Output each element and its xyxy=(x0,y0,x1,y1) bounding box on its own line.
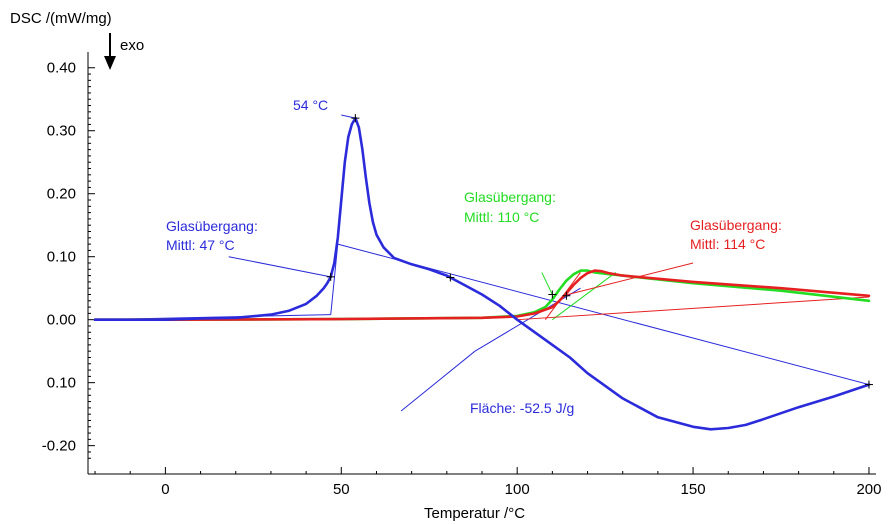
tick-labels: 0 50 100 150 200 0.40 0.30 0.20 0.10 0.00 0.10 -0.2… xyxy=(42,60,882,498)
green-glass-annotation-title: Glasübergang: xyxy=(464,189,556,205)
green-step-tangent xyxy=(552,272,616,321)
blue-glass-annotation-title: Glasübergang: xyxy=(166,218,258,234)
marker-plus-icon xyxy=(351,114,360,123)
y-tick-label: -0.20 xyxy=(42,438,76,455)
red-baseline-tangent xyxy=(517,296,869,321)
marker-plus-icon xyxy=(446,273,455,282)
exo-arrow-icon xyxy=(104,33,116,70)
blue-peak-leader xyxy=(341,114,356,119)
blue-dsc-curve xyxy=(93,116,871,431)
green-glass-leader xyxy=(541,272,553,295)
y-tick-label: 0.00 xyxy=(47,312,76,329)
green-glass-annotation-value: Mittl: 110 °C xyxy=(464,209,539,225)
x-axis-title: Temperatur /°C xyxy=(424,505,525,522)
blue-area-leader-upper xyxy=(474,287,581,352)
x-tick-label: 200 xyxy=(856,481,881,498)
marker-plus-icon xyxy=(326,272,335,281)
y-tick-label: 0.40 xyxy=(47,60,76,77)
red-glass-annotation-value: Mittl: 114 °C xyxy=(690,236,765,252)
y-axis-title: DSC /(mW/mg) xyxy=(10,10,112,27)
data-series xyxy=(93,116,871,431)
construction-lines xyxy=(95,114,870,412)
red-glass-annotation-title: Glasübergang: xyxy=(690,217,782,233)
x-tick-label: 50 xyxy=(333,481,350,498)
y-tick-label: 0.10 xyxy=(47,375,76,392)
peak-annotation: 54 °C xyxy=(293,97,328,113)
x-tick-label: 0 xyxy=(161,481,169,498)
y-tick-label: 0.30 xyxy=(47,123,76,140)
curve-markers xyxy=(326,114,873,389)
x-tick-label: 100 xyxy=(505,481,530,498)
exo-label: exo xyxy=(120,37,144,54)
minor-ticks xyxy=(88,73,835,474)
red-dsc-curve xyxy=(93,269,871,321)
blue-glass-annotation-value: Mittl: 47 °C xyxy=(166,237,235,253)
x-tick-label: 150 xyxy=(681,481,706,498)
blue-glass-leader xyxy=(228,256,331,278)
marker-plus-icon xyxy=(548,290,557,299)
area-annotation: Fläche: -52.5 J/g xyxy=(470,400,574,416)
major-ticks xyxy=(88,67,870,474)
marker-plus-icon xyxy=(864,380,873,389)
y-tick-label: 0.20 xyxy=(47,186,76,203)
red-glass-leader xyxy=(562,262,694,297)
y-tick-label: 0.10 xyxy=(47,249,76,266)
marker-plus-icon xyxy=(562,291,571,300)
blue-area-leader-lower xyxy=(400,350,476,412)
